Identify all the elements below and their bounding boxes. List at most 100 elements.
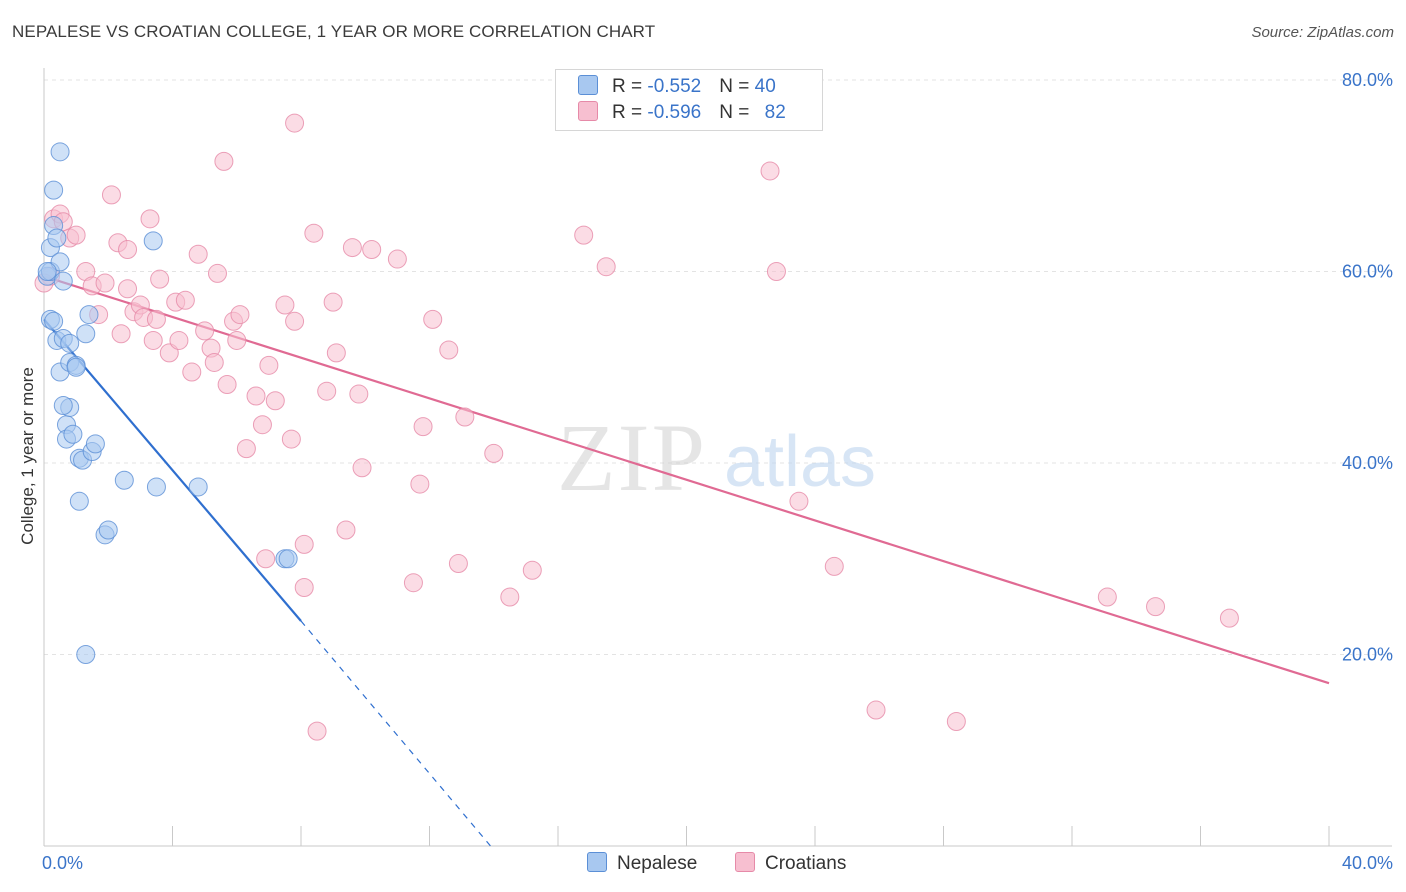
croatians-point[interactable] [362, 239, 382, 259]
nepalese-point[interactable] [60, 333, 80, 353]
croatians-point[interactable] [866, 700, 886, 720]
croatians-point[interactable] [294, 534, 314, 554]
croatians-point[interactable] [410, 474, 430, 494]
croatians-point[interactable] [326, 343, 346, 363]
croatians-point[interactable] [204, 352, 224, 372]
croatians-point[interactable] [95, 273, 115, 293]
croatians-point[interactable] [111, 324, 131, 344]
croatians-point[interactable] [500, 587, 520, 607]
croatians-point[interactable] [789, 491, 809, 511]
croatians-point[interactable] [484, 443, 504, 463]
croatians-point[interactable] [285, 311, 305, 331]
n-label: N = [719, 76, 755, 97]
croatians-point[interactable] [349, 384, 369, 404]
nepalese-point[interactable] [79, 305, 99, 325]
nepalese-point[interactable] [76, 324, 96, 344]
croatians-point[interactable] [188, 244, 208, 264]
croatians-point[interactable] [265, 391, 285, 411]
croatians-point[interactable] [423, 309, 443, 329]
nepalese-point[interactable] [69, 491, 89, 511]
nepalese-point[interactable] [44, 311, 64, 331]
croatians-point[interactable] [946, 712, 966, 732]
y-tick-label: 80.0% [1342, 70, 1393, 90]
croatians-point[interactable] [1146, 597, 1166, 617]
watermark-zip: ZIP [557, 404, 707, 511]
croatians-point[interactable] [413, 417, 433, 437]
croatians-point[interactable] [285, 113, 305, 133]
nepalese-point[interactable] [37, 262, 57, 281]
croatians-point[interactable] [317, 381, 337, 401]
croatians-point[interactable] [236, 439, 256, 459]
croatians-point[interactable] [169, 330, 189, 350]
croatians-point[interactable] [143, 330, 163, 350]
nepalese-point[interactable] [278, 549, 298, 569]
croatians-point[interactable] [596, 257, 616, 277]
croatians-swatch [578, 101, 598, 121]
croatians-point[interactable] [230, 305, 250, 325]
nepalese-point[interactable] [50, 252, 70, 272]
croatians-point[interactable] [246, 386, 266, 406]
croatians-point[interactable] [281, 429, 301, 449]
nepalese-point[interactable] [44, 180, 64, 200]
nepalese-point[interactable] [66, 357, 86, 377]
croatians-point[interactable] [217, 374, 237, 394]
croatians-point[interactable] [182, 362, 202, 382]
croatians-point[interactable] [140, 209, 160, 229]
nepalese-point[interactable] [63, 424, 83, 444]
croatians-point[interactable] [294, 577, 314, 597]
nepalese-point[interactable] [146, 477, 166, 497]
croatians-point[interactable] [195, 321, 215, 341]
nepalese-point[interactable] [76, 645, 96, 664]
croatians-point[interactable] [323, 292, 343, 312]
legend-item-nepalese[interactable]: Nepalese [587, 852, 697, 875]
croatians-point[interactable] [760, 161, 780, 181]
nepalese-point[interactable] [47, 228, 67, 248]
nepalese-point[interactable] [114, 470, 134, 490]
y-tick-labels: 20.0% 40.0% 60.0% 80.0% [1342, 70, 1393, 665]
nepalese-point[interactable] [85, 434, 105, 454]
axes [43, 68, 1392, 847]
croatians-point[interactable] [1219, 608, 1239, 628]
croatians-point[interactable] [439, 340, 459, 360]
croatians-point[interactable] [522, 560, 542, 580]
nepalese-trend-line [43, 318, 302, 622]
gridlines [44, 79, 1392, 655]
croatians-point[interactable] [455, 407, 475, 427]
n-value: 82 [764, 102, 786, 123]
croatians-point[interactable] [118, 239, 138, 259]
croatians-point[interactable] [175, 290, 195, 310]
nepalese-point[interactable] [53, 396, 73, 416]
croatians-point[interactable] [342, 238, 362, 258]
croatians-point[interactable] [118, 279, 138, 299]
nepalese-point[interactable] [188, 477, 208, 497]
croatians-point[interactable] [146, 309, 166, 329]
nepalese-point[interactable] [143, 231, 163, 251]
croatians-point[interactable] [256, 549, 276, 569]
croatians-point[interactable] [448, 554, 468, 574]
croatians-point[interactable] [259, 355, 279, 375]
legend-item-croatians[interactable]: Croatians [735, 852, 846, 875]
legend-label-croatians: Croatians [765, 853, 847, 874]
croatians-point[interactable] [214, 151, 234, 171]
croatians-point[interactable] [574, 225, 594, 245]
croatians-point[interactable] [101, 185, 121, 205]
croatians-point[interactable] [336, 520, 356, 540]
nepalese-point[interactable] [50, 142, 70, 162]
croatians-point[interactable] [304, 223, 324, 243]
croatians-point[interactable] [150, 269, 170, 289]
croatians-point[interactable] [387, 249, 407, 269]
croatians-point[interactable] [307, 721, 327, 741]
nepalese-point[interactable] [53, 271, 73, 291]
croatians-point[interactable] [824, 556, 844, 576]
croatians-point[interactable] [275, 295, 295, 315]
croatians-point[interactable] [252, 415, 272, 435]
nepalese-points [37, 142, 298, 664]
croatians-point[interactable] [227, 330, 247, 350]
croatians-point[interactable] [66, 225, 86, 245]
nepalese-point[interactable] [98, 520, 118, 540]
croatians-point[interactable] [207, 263, 227, 283]
croatians-point[interactable] [403, 573, 423, 593]
croatians-point[interactable] [766, 262, 786, 281]
croatians-point[interactable] [352, 458, 372, 478]
croatians-point[interactable] [1097, 587, 1117, 607]
